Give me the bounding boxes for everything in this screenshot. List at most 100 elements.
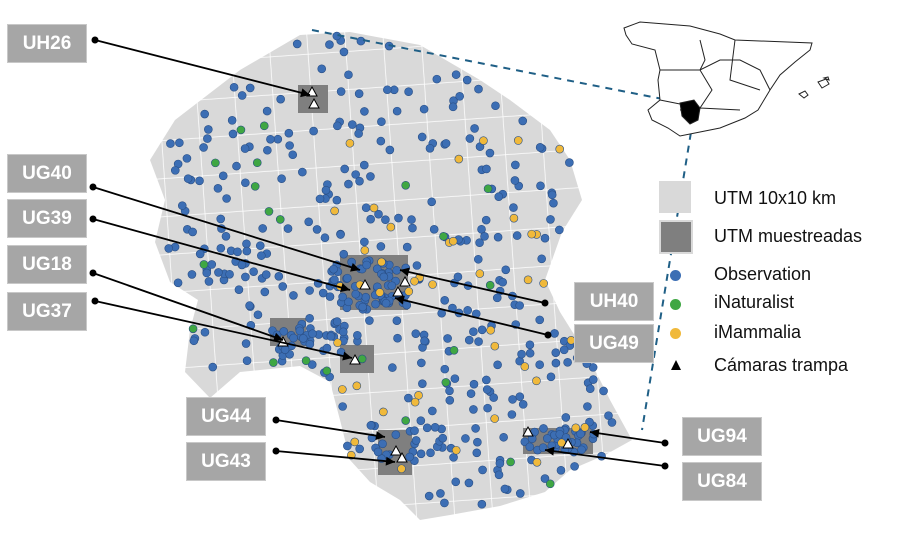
observation-point xyxy=(491,101,500,111)
inaturalist-point xyxy=(275,215,285,224)
observation-point xyxy=(462,75,472,85)
observation-point xyxy=(199,143,208,152)
observation-point xyxy=(430,422,440,432)
observation-point xyxy=(261,270,271,279)
observation-point xyxy=(451,477,461,487)
imammalia-point xyxy=(539,279,548,288)
observation-point xyxy=(518,116,528,126)
observation-point xyxy=(576,429,585,439)
observation-point xyxy=(347,120,357,129)
observation-point xyxy=(326,332,336,341)
inaturalist-point xyxy=(441,378,451,387)
camera-trap-marker xyxy=(522,425,534,437)
camera-trap-marker xyxy=(396,451,408,463)
utm-label-ug43: UG43 xyxy=(187,443,265,480)
observation-point xyxy=(288,150,298,160)
legend-imammalia-dot xyxy=(670,328,681,339)
legend-camera-trap-icon xyxy=(671,360,681,370)
camera-trap-marker xyxy=(349,353,361,365)
arrow-head xyxy=(350,263,360,272)
observation-point xyxy=(475,238,484,247)
observation-point xyxy=(429,225,439,234)
observation-point xyxy=(438,433,448,443)
observation-point xyxy=(336,230,345,239)
observation-point xyxy=(465,134,475,143)
observation-point xyxy=(585,384,595,394)
imammalia-point xyxy=(520,362,530,371)
observation-point xyxy=(266,134,275,144)
observation-point xyxy=(388,363,397,372)
observation-point xyxy=(508,395,517,404)
observation-point xyxy=(365,316,374,325)
observation-point xyxy=(589,375,598,384)
observation-point xyxy=(546,215,555,224)
observation-point xyxy=(448,102,458,112)
observation-point xyxy=(392,265,401,275)
camera-trap-marker xyxy=(562,437,574,449)
observation-point xyxy=(577,445,586,455)
observation-point xyxy=(381,298,391,308)
observation-point xyxy=(312,225,322,234)
label-arrow xyxy=(89,183,361,272)
imammalia-point xyxy=(532,376,541,386)
observation-point xyxy=(358,302,367,312)
observation-point xyxy=(325,40,334,49)
observation-point xyxy=(258,224,267,233)
observation-point xyxy=(339,47,349,57)
arrow-line xyxy=(544,449,666,467)
arrow-line xyxy=(275,419,386,438)
observation-point xyxy=(485,148,495,158)
arrow-tail-dot xyxy=(89,269,97,277)
observation-point xyxy=(404,87,413,97)
observation-point xyxy=(164,244,174,253)
imammalia-point xyxy=(490,341,500,351)
observation-point xyxy=(253,310,263,320)
inaturalist-point xyxy=(264,207,274,216)
observation-point xyxy=(359,160,369,170)
observation-point xyxy=(535,315,545,325)
observation-point xyxy=(440,498,449,508)
observation-point xyxy=(355,176,364,186)
observation-point xyxy=(234,285,244,294)
observation-point xyxy=(366,214,375,224)
observation-point xyxy=(418,379,427,388)
observation-point xyxy=(339,327,348,337)
legend-utm-sampled: UTM muestreadas xyxy=(714,226,863,246)
imammalia-point xyxy=(379,407,388,417)
observation-point xyxy=(392,316,402,325)
arrow-head xyxy=(273,332,283,342)
observation-point xyxy=(461,434,470,443)
cordoba-highlight xyxy=(679,99,701,125)
observation-point xyxy=(597,451,606,461)
imammalia-point xyxy=(571,423,581,433)
arrow-tail-dot xyxy=(661,439,669,447)
observation-point xyxy=(170,166,180,175)
observation-point xyxy=(283,224,293,233)
observation-point xyxy=(410,426,419,435)
utm-label-ug94: UG94 xyxy=(683,418,761,455)
observation-point xyxy=(535,360,544,370)
observation-point xyxy=(411,329,421,338)
imammalia-point xyxy=(486,325,495,335)
utm-label-ug84: UG84 xyxy=(683,463,761,500)
observation-point xyxy=(422,423,432,433)
observation-point xyxy=(344,70,353,80)
imammalia-point xyxy=(338,385,347,394)
observation-point xyxy=(344,297,353,307)
observation-point xyxy=(540,474,550,483)
label-arrow xyxy=(89,215,351,292)
observation-point xyxy=(182,154,192,163)
observation-point xyxy=(305,286,314,295)
observation-point xyxy=(377,117,386,127)
inaturalist-point xyxy=(506,457,515,467)
inaturalist-point xyxy=(322,366,332,376)
observation-point xyxy=(183,174,193,183)
observation-point xyxy=(228,129,238,139)
observation-point xyxy=(482,375,491,385)
observation-point xyxy=(305,339,315,349)
imammalia-point xyxy=(532,457,542,467)
imammalia-point xyxy=(454,154,464,164)
observation-point xyxy=(240,144,250,153)
observation-point xyxy=(387,281,397,290)
